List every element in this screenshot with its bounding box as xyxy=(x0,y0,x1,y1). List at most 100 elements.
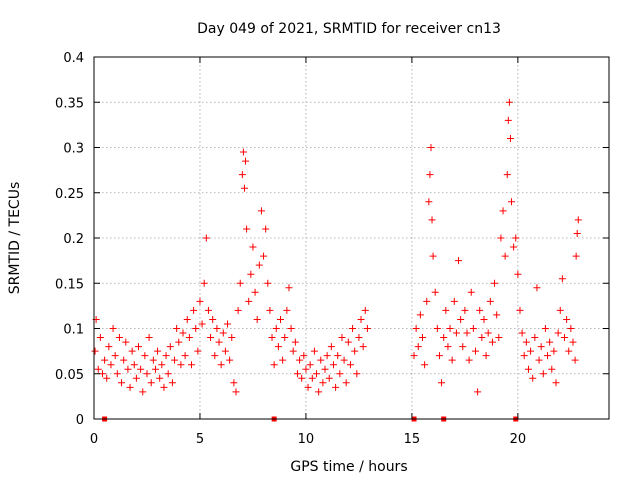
y-tick-label: 0.1 xyxy=(63,323,84,338)
data-point xyxy=(204,306,212,314)
data-point xyxy=(486,297,494,305)
x-axis-label: GPS time / hours xyxy=(290,459,407,475)
data-point xyxy=(484,329,492,337)
data-point xyxy=(455,257,463,265)
data-point xyxy=(459,343,467,351)
data-point xyxy=(230,379,238,387)
data-point xyxy=(410,352,418,360)
data-point xyxy=(544,352,552,360)
data-point xyxy=(438,379,446,387)
data-point xyxy=(168,379,176,387)
data-point xyxy=(113,370,121,378)
data-point xyxy=(300,352,308,360)
data-point xyxy=(480,315,488,323)
x-tick-label: 10 xyxy=(298,432,315,447)
data-point xyxy=(209,315,217,323)
data-point xyxy=(187,361,195,369)
data-point xyxy=(308,374,316,382)
data-point xyxy=(537,343,545,351)
data-point xyxy=(508,198,516,206)
data-point xyxy=(474,388,482,396)
data-point xyxy=(463,329,471,337)
data-point xyxy=(319,379,327,387)
data-point xyxy=(156,374,164,382)
data-point xyxy=(249,243,257,251)
data-point xyxy=(173,325,181,332)
data-point xyxy=(336,370,344,378)
data-point xyxy=(120,356,128,364)
data-point xyxy=(421,361,429,369)
data-point xyxy=(268,334,276,342)
data-point xyxy=(277,315,285,323)
data-point xyxy=(226,356,234,364)
data-point xyxy=(149,356,157,364)
data-point xyxy=(361,306,369,314)
data-point xyxy=(181,352,189,360)
data-point xyxy=(495,334,503,342)
data-point xyxy=(247,270,255,278)
data-point xyxy=(497,234,505,242)
data-point xyxy=(321,365,329,373)
data-point xyxy=(558,275,566,283)
data-point xyxy=(253,315,261,323)
data-point xyxy=(418,334,426,342)
data-point xyxy=(245,297,253,305)
data-point xyxy=(491,279,499,287)
data-point xyxy=(291,338,299,346)
data-point xyxy=(522,338,530,346)
data-point xyxy=(524,365,532,373)
data-point xyxy=(217,361,225,369)
data-point xyxy=(115,334,123,342)
data-point xyxy=(285,284,293,292)
data-point xyxy=(215,338,223,346)
data-point xyxy=(471,347,479,355)
data-point xyxy=(512,234,520,242)
y-tick-label: 0.4 xyxy=(63,51,84,66)
data-point xyxy=(357,315,365,323)
data-point xyxy=(236,279,244,287)
data-point xyxy=(147,379,155,387)
data-point xyxy=(433,325,441,332)
data-point xyxy=(527,347,535,355)
data-point xyxy=(351,347,359,355)
data-point xyxy=(327,343,335,351)
y-tick-label: 0.15 xyxy=(55,277,84,292)
data-point xyxy=(363,325,371,332)
data-point xyxy=(158,361,166,369)
data-point xyxy=(166,343,174,351)
data-point xyxy=(151,365,159,373)
data-point xyxy=(346,361,354,369)
data-point xyxy=(446,325,454,332)
data-point xyxy=(164,370,172,378)
data-point xyxy=(98,370,106,378)
data-point xyxy=(232,388,240,396)
data-point xyxy=(296,356,304,364)
x-tick-label: 5 xyxy=(196,432,204,447)
data-point xyxy=(274,343,282,351)
data-point xyxy=(552,379,560,387)
data-point xyxy=(467,288,475,296)
data-point xyxy=(533,284,541,292)
data-point xyxy=(143,370,151,378)
data-point xyxy=(572,252,580,260)
data-points xyxy=(91,98,582,396)
chart-title: Day 049 of 2021, SRMTID for receiver cn1… xyxy=(197,21,501,37)
data-point xyxy=(349,325,357,332)
data-point xyxy=(493,311,501,319)
data-point xyxy=(287,325,295,332)
data-point xyxy=(457,315,465,323)
data-point xyxy=(272,325,280,332)
data-point xyxy=(546,338,554,346)
data-point xyxy=(126,383,134,391)
data-point xyxy=(211,352,219,360)
data-point xyxy=(224,320,232,328)
data-point xyxy=(342,379,350,387)
data-point xyxy=(198,320,206,328)
y-axis-label: SRMTID / TECUs xyxy=(7,182,23,295)
y-tick-label: 0.25 xyxy=(55,187,84,202)
data-point xyxy=(160,383,168,391)
data-point xyxy=(488,338,496,346)
data-point xyxy=(213,325,221,332)
data-point xyxy=(548,365,556,373)
